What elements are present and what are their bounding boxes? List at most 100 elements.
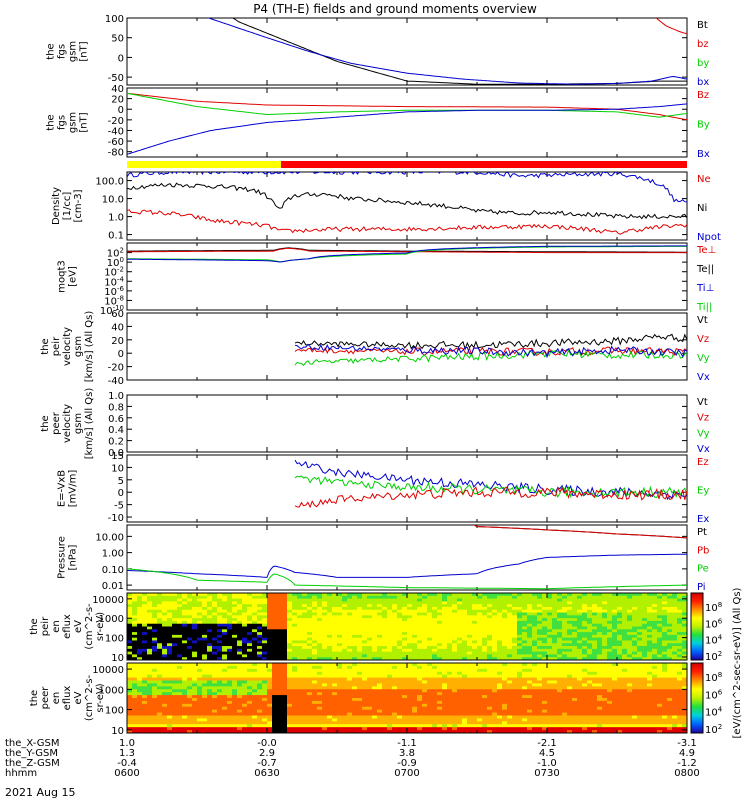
- heatmap-cell: [202, 618, 207, 621]
- heatmap-cell: [142, 704, 147, 707]
- heatmap-cell: [277, 666, 282, 669]
- heatmap-cell: [467, 643, 472, 646]
- heatmap-cell: [372, 707, 377, 710]
- heatmap-cell: [357, 683, 362, 686]
- heatmap-cell: [222, 635, 227, 638]
- heatmap-cell: [392, 599, 397, 602]
- heatmap-cell: [187, 599, 192, 602]
- heatmap-cell: [317, 689, 322, 692]
- heatmap-cell: [507, 610, 512, 613]
- heatmap-cell: [157, 613, 162, 616]
- heatmap-cell: [487, 678, 492, 681]
- heatmap-cell: [542, 640, 547, 643]
- heatmap-cell: [257, 618, 262, 621]
- heatmap-cell: [247, 692, 252, 695]
- heatmap-cell: [217, 632, 222, 635]
- heatmap-cell: [487, 621, 492, 624]
- heatmap-cell: [432, 629, 437, 632]
- heatmap-cell: [292, 601, 297, 604]
- heatmap-cell: [457, 713, 462, 716]
- heatmap-cell: [222, 713, 227, 716]
- heatmap-cell: [202, 707, 207, 710]
- heatmap-cell: [207, 707, 212, 710]
- heatmap-cell: [237, 627, 242, 630]
- heatmap-cell: [582, 610, 587, 613]
- heatmap-cell: [652, 610, 657, 613]
- heatmap-cell: [347, 624, 352, 627]
- heatmap-cell: [607, 621, 612, 624]
- heatmap-cell: [337, 678, 342, 681]
- heatmap-cell: [502, 627, 507, 630]
- heatmap-cell: [492, 646, 497, 649]
- heatmap-cell: [552, 649, 557, 652]
- heatmap-cell: [372, 599, 377, 602]
- heatmap-cell: [237, 698, 242, 701]
- heatmap-cell: [132, 704, 137, 707]
- panel-frame: [127, 18, 687, 85]
- heatmap-cell: [317, 635, 322, 638]
- heatmap-cell: [322, 635, 327, 638]
- heatmap-cell: [427, 724, 432, 727]
- heatmap-cell: [252, 646, 257, 649]
- y-tick-label: -40: [108, 126, 124, 137]
- heatmap-cell: [282, 698, 287, 701]
- heatmap-cell: [442, 618, 447, 621]
- heatmap-cell: [427, 601, 432, 604]
- heatmap-cell: [437, 615, 442, 618]
- heatmap-cell: [202, 596, 207, 599]
- heatmap-cell: [187, 604, 192, 607]
- heatmap-cell: [557, 621, 562, 624]
- legend-entry: Pe: [697, 564, 709, 575]
- heatmap-cell: [447, 613, 452, 616]
- heatmap-cell: [447, 654, 452, 657]
- heatmap-cell: [212, 683, 217, 686]
- heatmap-cell: [342, 629, 347, 632]
- heatmap-cell: [327, 624, 332, 627]
- heatmap-cell: [137, 643, 142, 646]
- heatmap-cell: [592, 654, 597, 657]
- heatmap-cell: [302, 607, 307, 610]
- heatmap-cell: [177, 669, 182, 672]
- heatmap-cell: [172, 704, 177, 707]
- heatmap-cell: [477, 596, 482, 599]
- heatmap-cell: [367, 721, 372, 724]
- heatmap-cell: [322, 599, 327, 602]
- heatmap-cell: [422, 727, 427, 730]
- heatmap-cell: [602, 596, 607, 599]
- heatmap-cell: [427, 713, 432, 716]
- heatmap-cell: [382, 615, 387, 618]
- heatmap-cell: [592, 604, 597, 607]
- heatmap-cell: [322, 695, 327, 698]
- heatmap-cell: [512, 610, 517, 613]
- heatmap-cell: [207, 721, 212, 724]
- heatmap-cell: [667, 629, 672, 632]
- heatmap-cell: [317, 716, 322, 719]
- heatmap-cell: [457, 669, 462, 672]
- heatmap-cell: [337, 683, 342, 686]
- heatmap-cell: [192, 652, 197, 655]
- heatmap-cell: [667, 596, 672, 599]
- heatmap-cell: [527, 643, 532, 646]
- heatmap-cell: [657, 607, 662, 610]
- heatmap-cell: [522, 646, 527, 649]
- heatmap-cell: [277, 704, 282, 707]
- heatmap-cell: [127, 678, 132, 681]
- heatmap-cell: [247, 686, 252, 689]
- heatmap-cell: [277, 683, 282, 686]
- heatmap-cell: [237, 646, 242, 649]
- heatmap-cell: [457, 710, 462, 713]
- heatmap-cell: [552, 627, 557, 630]
- heatmap-cell: [627, 601, 632, 604]
- heatmap-cell: [602, 610, 607, 613]
- heatmap-cell: [652, 601, 657, 604]
- heatmap-cell: [137, 716, 142, 719]
- heatmap-cell: [277, 635, 282, 638]
- heatmap-cell: [572, 604, 577, 607]
- heatmap-cell: [442, 704, 447, 707]
- heatmap-cell: [202, 692, 207, 695]
- heatmap-cell: [447, 701, 452, 704]
- heatmap-cell: [192, 627, 197, 630]
- heatmap-cell: [587, 601, 592, 604]
- heatmap-cell: [637, 649, 642, 652]
